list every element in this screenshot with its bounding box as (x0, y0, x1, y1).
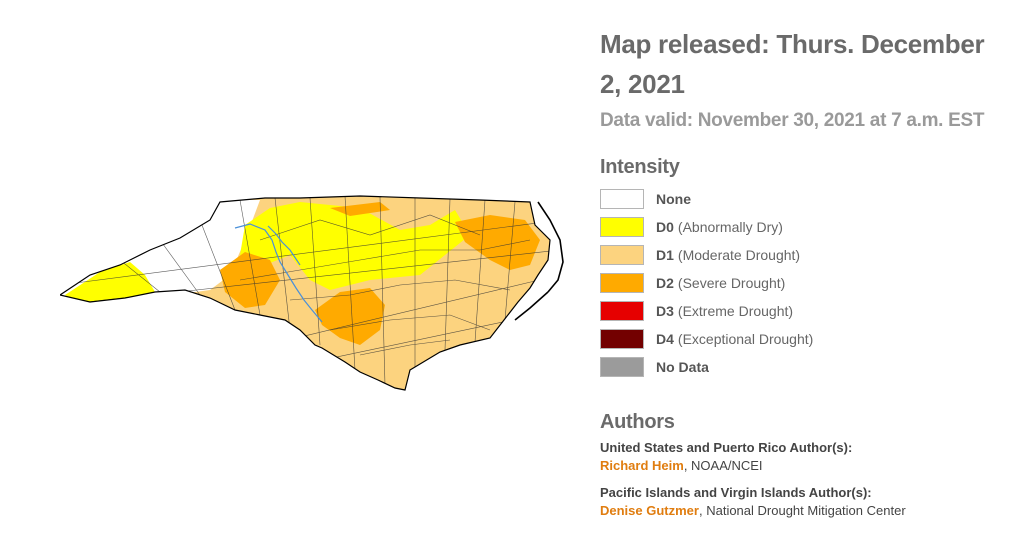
legend-code: D2 (656, 275, 674, 291)
legend-item-d2: D2 (Severe Drought) (600, 269, 1010, 297)
legend-title: Intensity (600, 156, 680, 178)
author-link[interactable]: Richard Heim (600, 458, 684, 473)
legend-swatch (600, 329, 644, 349)
info-panel: Map released: Thurs. December 2, 2021 Da… (600, 24, 1010, 518)
author-group-heading: Pacific Islands and Virgin Islands Autho… (600, 485, 872, 500)
drought-map (60, 180, 570, 395)
legend: None D0 (Abnormally Dry) D1 (Moderate Dr… (600, 185, 1010, 381)
rivers (234, 223, 323, 323)
d2-area-west (220, 252, 280, 308)
d2-area-north (330, 202, 390, 216)
d0-area-west (65, 262, 155, 304)
legend-code: D4 (656, 331, 674, 347)
legend-swatch (600, 189, 644, 209)
legend-desc: (Exceptional Drought) (677, 331, 814, 347)
legend-code: D1 (656, 247, 674, 263)
outer-banks (514, 201, 564, 321)
legend-code: D0 (656, 219, 674, 235)
legend-desc: (Extreme Drought) (677, 303, 794, 319)
author-affiliation: , National Drought Mitigation Center (698, 503, 906, 518)
d2-area-northeast (455, 215, 540, 270)
author-group: Pacific Islands and Virgin Islands Autho… (600, 485, 1010, 518)
legend-desc: (Severe Drought) (677, 275, 786, 291)
author-link[interactable]: Denise Gutzmer (600, 503, 699, 518)
legend-code: None (656, 191, 691, 207)
legend-desc: (Moderate Drought) (677, 247, 801, 263)
legend-item-d4: D4 (Exceptional Drought) (600, 325, 1010, 353)
author-group: United States and Puerto Rico Author(s):… (600, 440, 1010, 473)
legend-swatch (600, 273, 644, 293)
legend-code: No Data (656, 359, 709, 375)
legend-item-no-data: No Data (600, 353, 1010, 381)
state-outline (60, 195, 551, 391)
legend-item-d3: D3 (Extreme Drought) (600, 297, 1010, 325)
legend-code: D3 (656, 303, 674, 319)
author-line: Richard Heim, NOAA/NCEI (600, 458, 1010, 473)
author-affiliation: , NOAA/NCEI (683, 458, 763, 473)
author-group-heading: United States and Puerto Rico Author(s): (600, 440, 853, 455)
data-valid-date: Data valid: November 30, 2021 at 7 a.m. … (600, 110, 985, 131)
legend-swatch (600, 245, 644, 265)
legend-item-none: None (600, 185, 1010, 213)
legend-desc: (Abnormally Dry) (677, 219, 783, 235)
authors-title: Authors (600, 411, 675, 433)
author-line: Denise Gutzmer, National Drought Mitigat… (600, 503, 1010, 518)
legend-swatch (600, 217, 644, 237)
legend-item-d1: D1 (Moderate Drought) (600, 241, 1010, 269)
legend-swatch (600, 357, 644, 377)
d0-area-central (240, 202, 470, 290)
map-released-date: Map released: Thurs. December 2, 2021 (600, 29, 985, 99)
d2-area-central (315, 288, 385, 345)
legend-swatch (600, 301, 644, 321)
legend-item-d0: D0 (Abnormally Dry) (600, 213, 1010, 241)
